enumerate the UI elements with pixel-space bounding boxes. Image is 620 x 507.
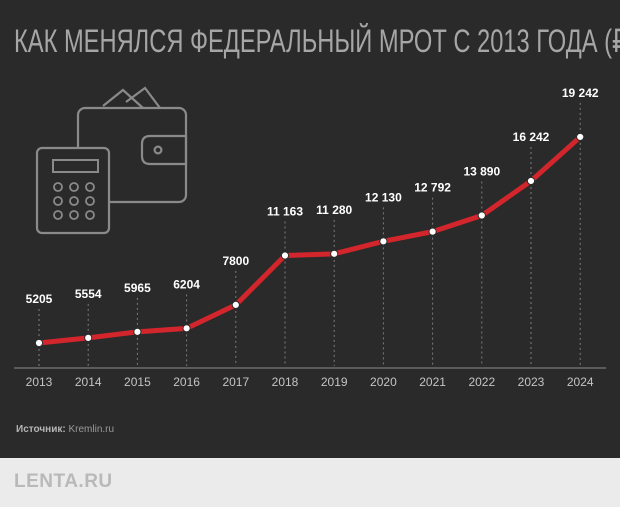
data-label: 5554 (75, 287, 102, 301)
data-point (133, 327, 142, 336)
x-tick-label: 2023 (518, 375, 545, 389)
data-label: 16 242 (513, 130, 550, 144)
data-point (330, 249, 339, 258)
data-label: 11 280 (316, 203, 352, 217)
x-tick-label: 2019 (321, 375, 348, 389)
data-point (231, 300, 240, 310)
data-label: 19 242 (562, 86, 599, 100)
x-tick-label: 2015 (124, 375, 151, 389)
data-point (84, 333, 93, 342)
lenta-logo[interactable]: LENTA.RU (14, 471, 113, 492)
footer: LENTA.RU (0, 458, 620, 507)
data-label: 6204 (173, 277, 200, 291)
data-point (34, 338, 44, 348)
data-point (280, 251, 290, 260)
x-tick-label: 2024 (567, 375, 594, 389)
source-label: Источник: (16, 424, 66, 435)
source-note: Источник: Kremlin.ru (16, 424, 114, 435)
data-label: 7800 (222, 254, 249, 268)
data-label: 11 163 (267, 205, 303, 219)
calculator-icon (35, 146, 111, 235)
data-point (526, 176, 536, 186)
source-value: Kremlin.ru (68, 424, 115, 435)
x-tick-label: 2021 (419, 375, 446, 389)
x-tick-label: 2022 (468, 375, 495, 389)
series-line (36, 134, 583, 346)
data-point (477, 211, 486, 220)
x-tick-label: 2014 (75, 375, 102, 389)
x-tick-label: 2016 (173, 375, 200, 389)
data-label: 13 890 (463, 165, 500, 179)
data-point (428, 227, 437, 236)
data-label: 5205 (26, 292, 53, 306)
data-point (576, 132, 585, 142)
chart: 5205 5554 5965 6204 7800 11 163 11 280 12 130 12… (14, 86, 606, 389)
data-point (379, 237, 388, 246)
data-label: 12 792 (414, 181, 451, 195)
x-tick-label: 2017 (222, 375, 249, 389)
data-label: 12 130 (365, 190, 402, 204)
x-tick-label: 2013 (26, 375, 53, 389)
x-tick-label: 2020 (370, 375, 397, 389)
x-tick-label: 2018 (272, 375, 299, 389)
data-label: 5965 (124, 281, 151, 295)
data-point (182, 324, 191, 333)
